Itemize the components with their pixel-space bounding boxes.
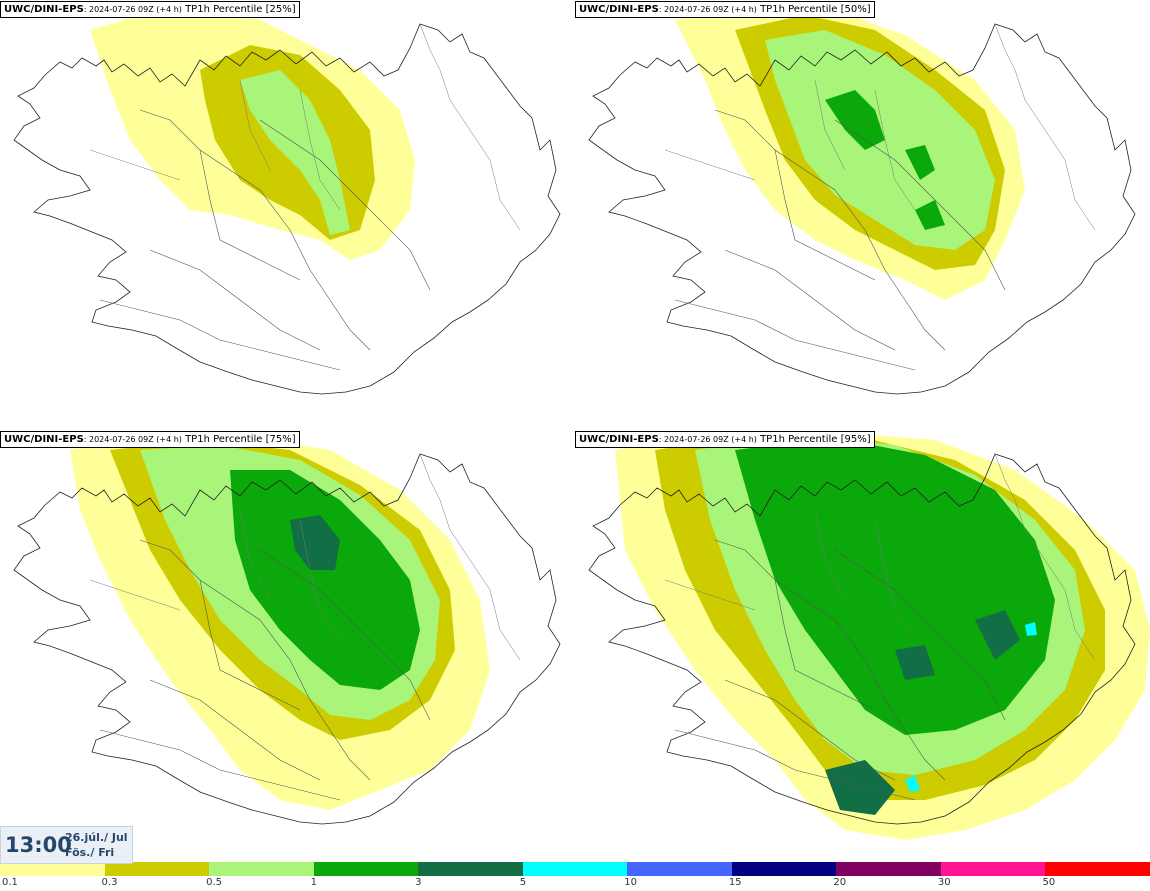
map-panel-p95: UWC/DINI-EPS: 2024-07-26 09Z (+4 h) TP1h… <box>575 430 1150 860</box>
precip-map-p75 <box>13 435 561 825</box>
colorbar-label: 10 <box>624 877 637 888</box>
colorbar-labels: 0.1 0.3 0.5 1 3 5 10 15 20 30 50 <box>0 877 1150 891</box>
product-name: TP1h Percentile [95%] <box>760 434 871 445</box>
colorbar-label: 50 <box>1042 877 1056 888</box>
colorbar-segment <box>418 862 524 876</box>
day-line: Fös./ Fri <box>65 846 115 859</box>
colorbar-segment <box>836 862 942 876</box>
precip-map-p25 <box>13 10 561 395</box>
run-info: : 2024-07-26 09Z (+4 h) <box>83 435 182 444</box>
colorbar-label: 3 <box>415 877 422 888</box>
colorbar-segment <box>0 862 105 876</box>
model-name: UWC/DINI-EPS <box>579 4 659 15</box>
product-name: TP1h Percentile [50%] <box>760 4 871 15</box>
colorbar-label: 15 <box>728 877 742 888</box>
valid-time: 13:00 <box>5 833 72 857</box>
colorbar-label: 30 <box>937 877 951 888</box>
colorbar-segment <box>1045 862 1150 876</box>
colorbar-label: 0.3 <box>101 877 118 888</box>
colorbar-segment <box>209 862 315 876</box>
colorbar-label: 0.5 <box>206 877 222 888</box>
product-name: TP1h Percentile [25%] <box>185 4 296 15</box>
colorbar-segment <box>627 862 733 876</box>
map-panel-p25: UWC/DINI-EPS: 2024-07-26 09Z (+4 h) TP1h… <box>0 0 575 430</box>
panel-header: UWC/DINI-EPS: 2024-07-26 09Z (+4 h) TP1h… <box>0 431 300 448</box>
colorbar-label: 5 <box>519 877 527 888</box>
precip-map-p95 <box>588 432 1150 840</box>
run-info: : 2024-07-26 09Z (+4 h) <box>658 5 757 14</box>
colorbar-label: 0.1 <box>2 877 18 888</box>
colorbar-segment <box>104 862 210 876</box>
colorbar-segment <box>313 862 419 876</box>
product-name: TP1h Percentile [75%] <box>185 434 296 445</box>
run-info: : 2024-07-26 09Z (+4 h) <box>658 435 757 444</box>
precip-map-p50 <box>588 5 1136 395</box>
colorbar-segment <box>522 862 628 876</box>
model-name: UWC/DINI-EPS <box>4 434 84 445</box>
model-name: UWC/DINI-EPS <box>4 4 84 15</box>
colorbar-label: 20 <box>833 877 847 888</box>
panel-header: UWC/DINI-EPS: 2024-07-26 09Z (+4 h) TP1h… <box>575 1 875 18</box>
precip-colorbar <box>0 862 1150 876</box>
date-line: 26.júl./ Jul <box>65 831 128 844</box>
map-panel-p50: UWC/DINI-EPS: 2024-07-26 09Z (+4 h) TP1h… <box>575 0 1150 430</box>
model-name: UWC/DINI-EPS <box>579 434 659 445</box>
panel-header: UWC/DINI-EPS: 2024-07-26 09Z (+4 h) TP1h… <box>575 431 875 448</box>
map-panel-p75: UWC/DINI-EPS: 2024-07-26 09Z (+4 h) TP1h… <box>0 430 575 860</box>
valid-time-box: 13:00 26.júl./ Jul Fös./ Fri <box>0 826 133 864</box>
run-info: : 2024-07-26 09Z (+4 h) <box>83 5 182 14</box>
colorbar-segment <box>940 862 1046 876</box>
valid-date: 26.júl./ Jul Fös./ Fri <box>65 830 128 860</box>
panel-header: UWC/DINI-EPS: 2024-07-26 09Z (+4 h) TP1h… <box>0 1 300 18</box>
colorbar-segment <box>731 862 837 876</box>
colorbar-label: 1 <box>310 877 317 888</box>
